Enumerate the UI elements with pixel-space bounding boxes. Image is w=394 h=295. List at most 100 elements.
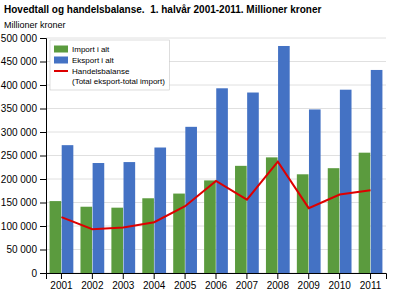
y-tick: 200 000 <box>1 174 46 185</box>
bar <box>371 70 383 273</box>
y-tick: 500 000 <box>1 33 46 44</box>
x-tick: 2001 <box>50 273 73 291</box>
y-tick: 100 000 <box>1 221 46 232</box>
x-tick: 2011 <box>360 273 382 291</box>
y-tick-mark <box>40 38 46 39</box>
y-tick-label: 100 000 <box>1 221 38 232</box>
bar <box>359 153 371 273</box>
x-tick-mark <box>339 273 340 279</box>
x-tick-mark <box>308 273 309 279</box>
y-tick-label: 50 000 <box>6 244 37 255</box>
legend-swatch <box>54 70 68 72</box>
y-tick-label: 450 000 <box>1 56 38 67</box>
legend-frame <box>50 40 169 90</box>
x-tick: 2010 <box>329 273 352 291</box>
x-tick-mark <box>123 273 124 279</box>
x-tick: 2006 <box>205 273 228 291</box>
x-tick: 2007 <box>236 273 259 291</box>
bar <box>50 201 62 273</box>
y-tick-mark <box>40 250 46 251</box>
x-tick-label: 2006 <box>205 280 228 291</box>
x-tick-label: 2008 <box>267 280 290 291</box>
x-tick-mark <box>92 273 93 279</box>
grid-line <box>46 132 386 133</box>
bar <box>247 93 259 273</box>
bar <box>154 148 166 273</box>
legend-item: Handelsbalanse(Total eksport-total impor… <box>54 67 165 86</box>
x-tick-mark <box>370 273 371 279</box>
y-axis: 0 50 000 100 000 150 000 200 000 250 000 300 0… <box>1 33 47 279</box>
y-tick: 300 000 <box>1 127 46 138</box>
y-tick-label: 250 000 <box>1 150 38 161</box>
x-tick-label: 2011 <box>360 280 382 291</box>
y-tick: 150 000 <box>1 197 46 208</box>
bar <box>111 208 123 273</box>
x-tick-label: 2004 <box>143 280 166 291</box>
y-tick-mark <box>40 132 46 133</box>
line <box>61 162 370 230</box>
x-tick-label: 2010 <box>329 280 352 291</box>
bar <box>235 166 247 273</box>
legend-swatch <box>54 46 68 53</box>
y-tick-mark <box>40 109 46 110</box>
chart-svg: Hovedtall og handelsbalanse. 1. halvår 2… <box>0 0 394 295</box>
y-tick-label: 350 000 <box>1 103 38 114</box>
x-axis: 2001 2002 2003 2004 2005 2006 2007 2008 2009 2010… <box>47 273 387 291</box>
y-tick-mark <box>40 226 46 227</box>
x-tick-label: 2005 <box>174 280 197 291</box>
legend-swatch <box>54 57 68 64</box>
x-tick: 2002 <box>81 273 104 291</box>
bar <box>80 207 92 273</box>
bar-series <box>50 153 371 273</box>
bar <box>340 90 352 273</box>
bar <box>142 198 154 273</box>
x-tick-label: 2009 <box>298 280 321 291</box>
x-tick-label: 2002 <box>81 280 104 291</box>
x-tick-mark <box>61 273 62 279</box>
y-tick-label: 300 000 <box>1 127 38 138</box>
bar <box>204 180 216 273</box>
grid <box>46 38 386 273</box>
y-tick-mark <box>40 203 46 204</box>
y-tick: 50 000 <box>6 244 46 255</box>
y-tick-label: 200 000 <box>1 174 38 185</box>
bar <box>62 145 74 273</box>
bar <box>124 162 136 273</box>
x-tick-label: 2001 <box>50 280 73 291</box>
y-tick-label: 0 <box>31 268 37 279</box>
x-tick: 2004 <box>143 273 166 291</box>
legend-label: Eksport i alt <box>72 56 115 65</box>
plot-area: 2001 2002 2003 2004 2005 2006 2007 2008 2009 2010… <box>1 33 387 291</box>
x-tick-label: 2003 <box>112 280 135 291</box>
bar <box>173 194 185 273</box>
x-tick-mark <box>277 273 278 279</box>
y-tick-mark <box>40 179 46 180</box>
y-tick: 400 000 <box>1 80 46 91</box>
bar <box>309 109 321 273</box>
y-tick-mark <box>40 156 46 157</box>
x-tick: 2003 <box>112 273 135 291</box>
y-tick-label: 400 000 <box>1 80 38 91</box>
bar <box>185 127 197 273</box>
legend-label: Handelsbalanse(Total eksport-total impor… <box>72 67 165 86</box>
x-axis-line <box>47 274 387 280</box>
y-axis-label: Millioner kroner <box>4 20 66 30</box>
grid-line <box>46 38 386 39</box>
x-tick-mark <box>185 273 186 279</box>
title: Hovedtall og handelsbalanse. 1. halvår 2… <box>4 4 321 15</box>
bar <box>93 163 105 273</box>
legend-item: Import i alt <box>54 45 110 54</box>
bar <box>297 174 309 273</box>
x-tick: 2008 <box>267 273 290 291</box>
y-axis-line <box>40 39 47 274</box>
y-tick: 450 000 <box>1 56 46 67</box>
grid-line <box>46 108 386 109</box>
y-tick: 350 000 <box>1 103 46 114</box>
x-tick-mark <box>246 273 247 279</box>
bar <box>278 46 290 273</box>
bar <box>328 168 340 273</box>
legend: Import i alt Eksport i alt Handelsbalanse(… <box>50 40 169 90</box>
legend-label: Import i alt <box>72 45 110 54</box>
y-tick-mark <box>40 62 46 63</box>
x-tick-mark <box>216 273 217 279</box>
